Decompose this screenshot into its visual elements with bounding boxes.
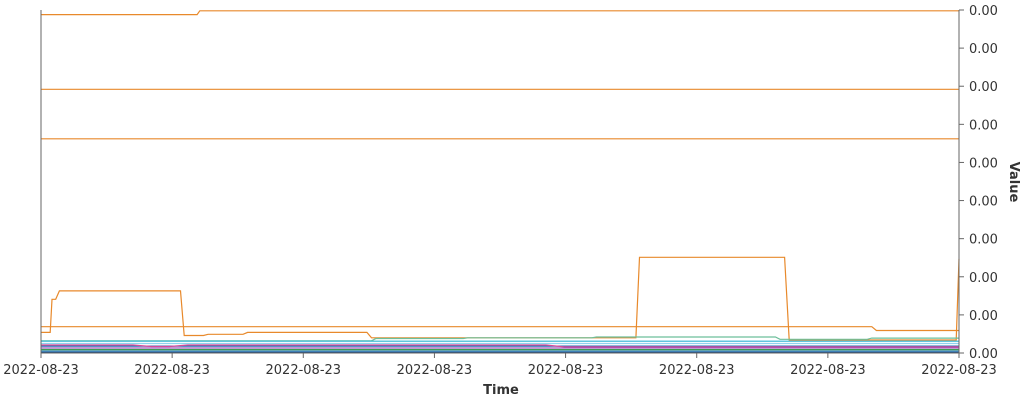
x-tick-label: 2022-08-23 <box>528 363 604 378</box>
y-ticks: 0.00 0.00 0.00 0.00 0.00 0.00 0.00 0.00 0.00 0.00 <box>959 4 998 362</box>
y-tick-label: 0.00 <box>969 347 998 362</box>
y-tick-label: 0.00 <box>969 156 998 171</box>
series-line-4 <box>41 256 960 341</box>
y-tick-label: 0.00 <box>969 233 998 248</box>
series-line-1 <box>41 10 959 16</box>
series-line-6 <box>41 336 959 342</box>
y-tick-label: 0.00 <box>969 4 998 19</box>
x-axis-title: Time <box>483 383 519 398</box>
series-line-5 <box>41 326 959 332</box>
x-tick-label: 2022-08-23 <box>790 363 866 378</box>
y-tick-label: 0.00 <box>969 42 998 57</box>
x-tick-label: 2022-08-23 <box>3 363 79 378</box>
x-tick-label: 2022-08-23 <box>266 363 342 378</box>
x-tick-label: 2022-08-23 <box>397 363 473 378</box>
x-tick-label: 2022-08-23 <box>921 363 997 378</box>
y-tick-label: 0.00 <box>969 118 998 133</box>
y-tick-label: 0.00 <box>969 271 998 286</box>
y-axis-title: Value <box>1006 162 1021 203</box>
x-ticks: 2022-08-23 2022-08-23 2022-08-23 2022-08-23… <box>3 353 997 378</box>
y-tick-label: 0.00 <box>969 309 998 324</box>
x-tick-label: 2022-08-23 <box>659 363 735 378</box>
y-tick-label: 0.00 <box>969 80 998 95</box>
y-tick-label: 0.00 <box>969 195 998 210</box>
x-tick-label: 2022-08-23 <box>134 363 210 378</box>
series-line-10 <box>41 344 959 348</box>
series-group <box>41 10 960 353</box>
